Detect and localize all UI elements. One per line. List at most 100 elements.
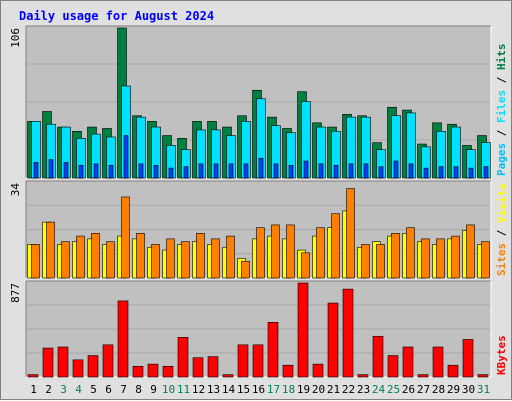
bar-pages-8 xyxy=(138,163,144,179)
bar-kbytes-30 xyxy=(462,339,474,378)
bar-pages-7 xyxy=(123,135,129,179)
bar-visits-25 xyxy=(391,232,400,279)
x-tick-label-15: 15 xyxy=(237,383,250,396)
bar-visits-10 xyxy=(166,238,175,279)
bar-kbytes-29 xyxy=(447,364,459,378)
bar-visits-23 xyxy=(361,244,370,279)
x-tick-label-29: 29 xyxy=(447,383,460,396)
bar-visits-13 xyxy=(211,238,220,279)
bar-pages-13 xyxy=(213,163,219,179)
chart-title: Daily usage for August 2024 xyxy=(19,9,214,23)
x-tick-label-22: 22 xyxy=(342,383,355,396)
bar-pages-18 xyxy=(288,164,294,179)
bar-pages-26 xyxy=(408,163,414,179)
x-tick-label-7: 7 xyxy=(120,383,127,396)
bar-pages-16 xyxy=(258,157,264,179)
bar-visits-3 xyxy=(61,241,70,279)
x-tick-label-10: 10 xyxy=(162,383,175,396)
bar-visits-27 xyxy=(421,238,430,279)
series-axis-label-1: Pages / Files / Hits xyxy=(495,44,508,177)
series-label-part: Sites xyxy=(495,243,508,276)
x-tick-label-20: 20 xyxy=(312,383,325,396)
series-label-part: Visits xyxy=(495,183,508,223)
series-label-part: / xyxy=(495,70,508,90)
x-tick-label-27: 27 xyxy=(417,383,430,396)
bar-visits-31 xyxy=(481,241,490,279)
x-tick-label-8: 8 xyxy=(135,383,142,396)
x-tick-label-12: 12 xyxy=(192,383,205,396)
x-tick-label-13: 13 xyxy=(207,383,220,396)
bar-pages-6 xyxy=(108,164,114,179)
x-tick-label-2: 2 xyxy=(45,383,52,396)
bar-visits-28 xyxy=(436,238,445,279)
bar-visits-11 xyxy=(181,241,190,279)
bar-kbytes-17 xyxy=(267,322,279,378)
bar-pages-28 xyxy=(438,166,444,179)
bar-kbytes-3 xyxy=(57,346,69,378)
bar-pages-19 xyxy=(303,160,309,179)
bar-pages-25 xyxy=(393,160,399,179)
series-label-part: Hits xyxy=(495,44,508,71)
x-tick-label-3: 3 xyxy=(60,383,67,396)
bar-visits-19 xyxy=(301,252,310,279)
ymax-label-2: 34 xyxy=(9,183,22,197)
x-tick-label-5: 5 xyxy=(90,383,97,396)
bar-kbytes-11 xyxy=(177,337,189,378)
bar-kbytes-20 xyxy=(312,363,324,378)
bar-pages-31 xyxy=(483,166,489,179)
series-axis-label-3: KBytes xyxy=(495,335,508,375)
x-tick-label-30: 30 xyxy=(462,383,475,396)
bar-visits-30 xyxy=(466,224,475,279)
bar-pages-20 xyxy=(318,163,324,179)
bar-visits-1 xyxy=(31,244,40,279)
bar-pages-12 xyxy=(198,163,204,179)
bar-visits-2 xyxy=(46,221,55,279)
bar-visits-20 xyxy=(316,227,325,279)
x-tick-label-21: 21 xyxy=(327,383,340,396)
bar-kbytes-10 xyxy=(162,365,174,378)
bar-kbytes-7 xyxy=(117,300,129,378)
x-tick-label-9: 9 xyxy=(150,383,157,396)
bar-kbytes-25 xyxy=(387,355,399,378)
bar-kbytes-2 xyxy=(42,347,54,378)
bar-pages-10 xyxy=(168,167,174,179)
bar-kbytes-9 xyxy=(147,363,159,378)
bar-pages-1 xyxy=(33,162,39,179)
ymax-label-1: 106 xyxy=(9,28,22,48)
bar-pages-29 xyxy=(453,166,459,179)
bar-pages-15 xyxy=(243,163,249,179)
bar-pages-3 xyxy=(63,162,69,179)
bar-pages-14 xyxy=(228,163,234,179)
bar-pages-30 xyxy=(468,167,474,179)
bar-visits-12 xyxy=(196,232,205,279)
x-tick-label-28: 28 xyxy=(432,383,445,396)
bar-visits-29 xyxy=(451,235,460,279)
series-label-part: / xyxy=(495,123,508,143)
bar-pages-4 xyxy=(78,164,84,179)
x-tick-label-4: 4 xyxy=(75,383,82,396)
bar-kbytes-27 xyxy=(417,374,429,378)
bar-visits-9 xyxy=(151,244,160,279)
bar-visits-14 xyxy=(226,235,235,279)
x-tick-label-26: 26 xyxy=(402,383,415,396)
bar-pages-22 xyxy=(348,163,354,179)
bar-kbytes-22 xyxy=(342,288,354,378)
bar-visits-21 xyxy=(331,213,340,279)
bar-visits-6 xyxy=(106,241,115,279)
x-tick-label-11: 11 xyxy=(177,383,190,396)
bar-visits-18 xyxy=(286,224,295,279)
x-tick-label-1: 1 xyxy=(30,383,37,396)
bar-kbytes-16 xyxy=(252,344,264,378)
bar-pages-2 xyxy=(48,159,54,179)
x-tick-label-18: 18 xyxy=(282,383,295,396)
bar-visits-7 xyxy=(121,196,130,279)
bar-kbytes-4 xyxy=(72,359,84,378)
bar-kbytes-24 xyxy=(372,335,384,378)
bar-kbytes-5 xyxy=(87,355,99,378)
bar-kbytes-26 xyxy=(402,346,414,378)
x-tick-label-31: 31 xyxy=(477,383,490,396)
bar-visits-22 xyxy=(346,188,355,279)
bar-visits-4 xyxy=(76,235,85,279)
bar-pages-21 xyxy=(333,164,339,179)
